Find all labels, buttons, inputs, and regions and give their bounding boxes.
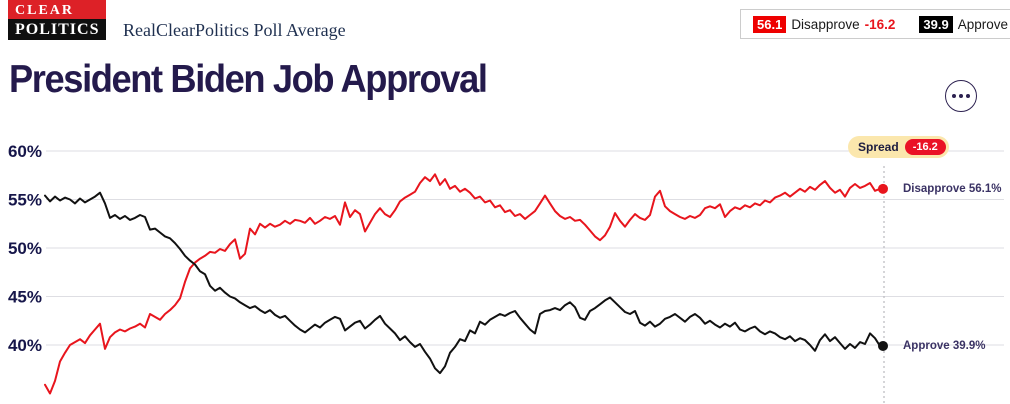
poll-average-subtitle: RealClearPolitics Poll Average (123, 20, 346, 40)
disapprove-label: Disapprove (791, 16, 860, 32)
y-axis-label: 60% (8, 142, 42, 161)
y-axis-label: 55% (8, 191, 42, 210)
approve-label: Approve (957, 16, 1008, 32)
logo-line-politics: POLITICS (8, 19, 106, 40)
disapprove-spread-value: -16.2 (864, 16, 896, 32)
approve-endpoint-dot (878, 340, 888, 351)
disapprove-value-badge: 56.1 (753, 15, 787, 33)
page-title: President Biden Job Approval (9, 58, 488, 101)
disapprove-endpoint-dot (878, 183, 888, 194)
disapprove-end-label: Disapprove 56.1% (903, 183, 1002, 195)
spread-badge-value: -16.2 (904, 139, 946, 155)
rcp-logo[interactable]: REAL CLEAR POLITICS (8, 0, 106, 40)
chart-options-button[interactable] (945, 80, 977, 112)
approve-value-badge: 39.9 (919, 15, 953, 33)
spread-badge: Spread -16.2 (848, 136, 949, 158)
ellipsis-icon (952, 94, 956, 98)
y-axis-label: 40% (8, 336, 42, 355)
disapprove-line (44, 173, 881, 395)
spread-badge-label: Spread (858, 140, 899, 154)
logo-line-real: REAL (15, 0, 106, 4)
y-axis-label: 50% (8, 239, 42, 258)
y-axis-label: 45% (8, 288, 42, 307)
logo-line-clear: CLEAR (15, 3, 75, 18)
approve-line (44, 191, 881, 375)
approve-end-label: Approve 39.9% (903, 340, 986, 352)
legend-item-approve[interactable]: 39.9 Approve (919, 15, 1008, 33)
legend-item-disapprove[interactable]: 56.1 Disapprove -16.2 (753, 15, 896, 33)
legend-box: 56.1 Disapprove -16.2 39.9 Approve (740, 9, 1010, 39)
